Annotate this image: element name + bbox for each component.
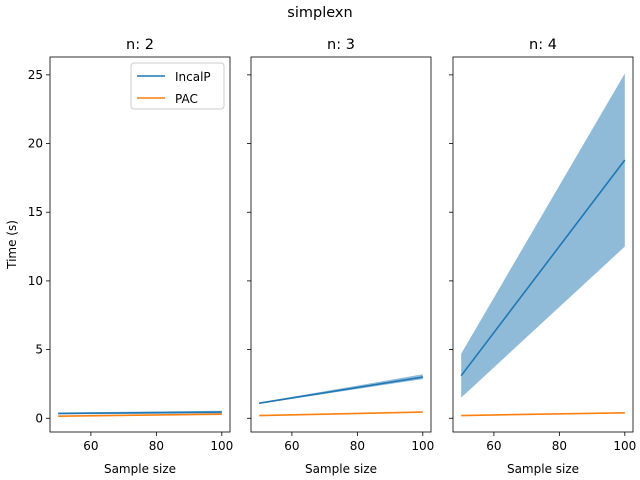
- legend-label-pac: PAC: [175, 92, 198, 106]
- figure-title: simplexn: [287, 5, 352, 21]
- series-line-incalp: [460, 159, 626, 377]
- plot-frame: [250, 56, 432, 433]
- x-tick-label: 100: [613, 439, 636, 453]
- x-axis-label: Sample size: [507, 462, 579, 476]
- x-tick-label: 60: [284, 439, 299, 453]
- y-tick-label: 20: [28, 137, 43, 151]
- legend: IncalP PAC: [130, 62, 225, 110]
- legend-label-incalp: IncalP: [175, 70, 211, 84]
- x-axis-label: Sample size: [104, 462, 176, 476]
- x-tick-label: 80: [350, 439, 365, 453]
- y-tick-label: 25: [28, 68, 43, 82]
- series-line-pac: [259, 411, 423, 417]
- panel-title: n: 3: [327, 37, 355, 53]
- panel-3: 60 80 100 n: 4 Sample size: [449, 37, 636, 476]
- panel-2: 60 80 100 n: 3 Sample size: [247, 37, 434, 476]
- x-tick-label: 100: [411, 439, 434, 453]
- y-tick-label: 10: [28, 274, 43, 288]
- y-tick-label: 0: [35, 411, 43, 425]
- series-line-pac: [58, 413, 222, 418]
- series-band-incalp: [461, 73, 625, 398]
- panel-title: n: 2: [126, 37, 154, 53]
- plot-frame: [452, 56, 634, 433]
- series-line-pac: [461, 411, 625, 417]
- panel-title: n: 4: [529, 37, 557, 53]
- y-tick-label: 5: [35, 343, 43, 357]
- x-tick-label: 60: [83, 439, 98, 453]
- panel-1: 60 80 100 0 5 10 15 20 25 n: 2 Sample size Time (s)…: [5, 37, 233, 476]
- y-axis-label: Time (s): [5, 220, 19, 270]
- series-line-incalp: [259, 376, 423, 404]
- x-tick-label: 80: [149, 439, 164, 453]
- x-tick-label: 80: [552, 439, 567, 453]
- y-tick-label: 15: [28, 205, 43, 219]
- series-line-incalp: [58, 411, 222, 415]
- plot-frame: [49, 56, 231, 433]
- x-tick-label: 60: [486, 439, 501, 453]
- x-tick-label: 100: [210, 439, 233, 453]
- x-axis-label: Sample size: [305, 462, 377, 476]
